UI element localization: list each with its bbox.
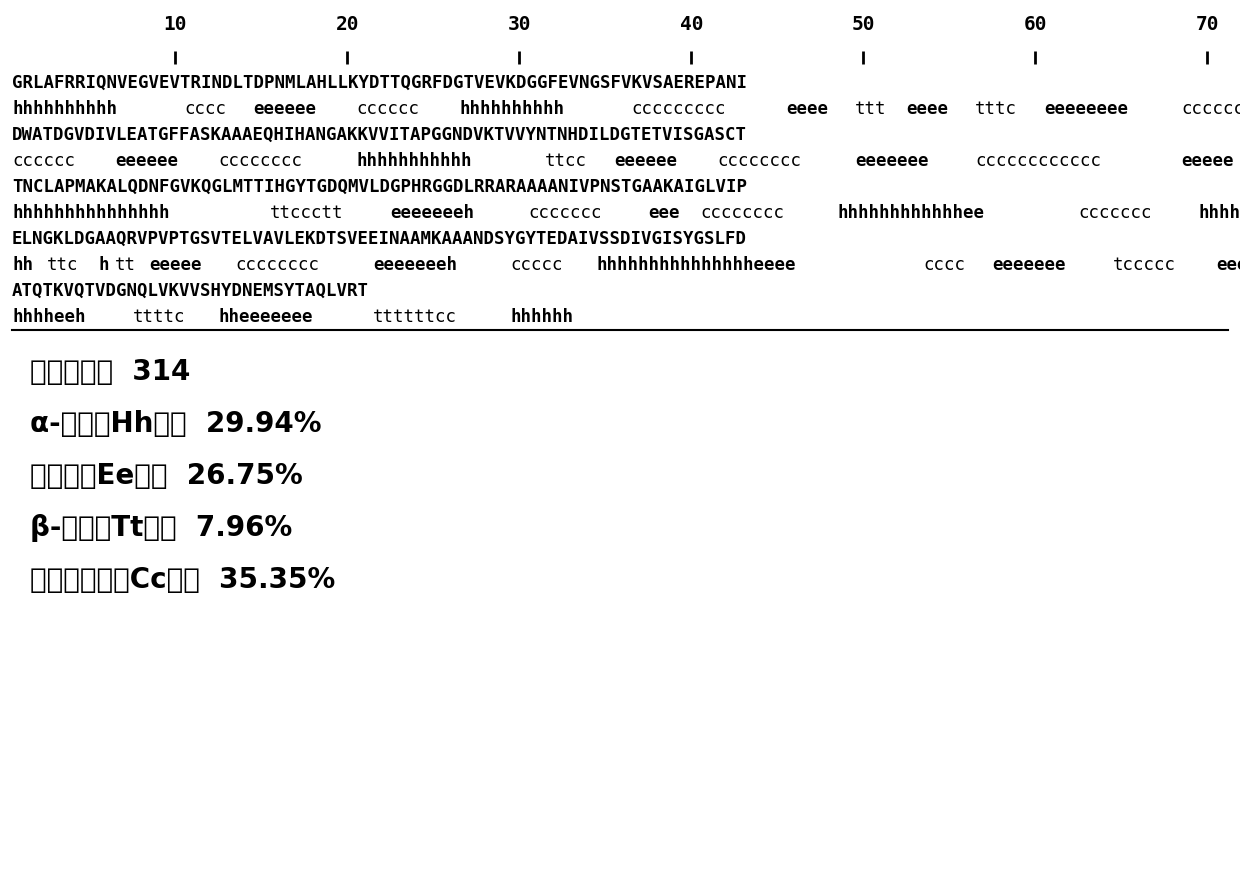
Text: cccccccc: cccccccc: [717, 152, 801, 170]
Text: tccccc: tccccc: [1112, 256, 1176, 274]
Text: eeeee: eeeee: [150, 256, 202, 274]
Text: 序列长度：  314: 序列长度： 314: [30, 358, 191, 386]
Text: 50: 50: [852, 15, 875, 34]
Text: 10: 10: [164, 15, 187, 34]
Text: 60: 60: [1024, 15, 1047, 34]
Text: hhhhhhhhhh: hhhhhhhhhh: [1199, 204, 1240, 222]
Text: eeeeee: eeeeee: [614, 152, 677, 170]
Text: hh: hh: [12, 256, 33, 274]
Text: cccccccc: cccccccc: [1182, 100, 1240, 118]
Text: cccc: cccc: [184, 100, 226, 118]
Text: 30: 30: [507, 15, 531, 34]
Text: eeeeeeee: eeeeeeee: [1044, 100, 1128, 118]
Text: 40: 40: [680, 15, 703, 34]
Text: 20: 20: [336, 15, 360, 34]
Text: eeee: eeee: [906, 100, 949, 118]
Text: ELNGKLDGAAQRVPVPTGSVTELVAVLEKDTSVEEINAAMKAAANDSYGYTEDAIVSSDIVGISYGSLFD: ELNGKLDGAAQRVPVPTGSVTELVAVLEKDTSVEEINAAM…: [12, 230, 746, 248]
Text: eeeeeee: eeeeeee: [992, 256, 1066, 274]
Text: 70: 70: [1195, 15, 1219, 34]
Text: tt: tt: [115, 256, 136, 274]
Text: eeeee: eeeee: [1182, 152, 1234, 170]
Text: ccccccc: ccccccc: [1079, 204, 1152, 222]
Text: hhhhhhhhhhh: hhhhhhhhhhh: [356, 152, 471, 170]
Text: hhhhhhhhhhhhee: hhhhhhhhhhhhee: [837, 204, 985, 222]
Text: cccccc: cccccc: [356, 100, 419, 118]
Text: DWATDGVDIVLEATGFFASKAAAEQHIHANGAKKVVITAPGGNDVKTVVYNTNHDILDGTETVISGASCT: DWATDGVDIVLEATGFFASKAAAEQHIHANGAKKVVITAP…: [12, 126, 746, 144]
Text: 延伸链（Ee）：  26.75%: 延伸链（Ee）： 26.75%: [30, 462, 303, 490]
Text: hhhhhhhhhh: hhhhhhhhhh: [12, 100, 117, 118]
Text: ATQTKVQTVDGNQLVKVVSHYDNEMSYTAQLVRT: ATQTKVQTVDGNQLVKVVSHYDNEMSYTAQLVRT: [12, 282, 370, 300]
Text: TNCLAPMAKALQDNFGVKQGLMTTIHGYTGDQMVLDGPHRGGDLRRARAAAANIVPNSTGAAKAIGLVIP: TNCLAPMAKALQDNFGVKQGLMTTIHGYTGDQMVLDGPHR…: [12, 178, 746, 196]
Text: ccccccc: ccccccc: [528, 204, 601, 222]
Text: ccccc: ccccc: [511, 256, 563, 274]
Text: eeeeeee: eeeeeee: [854, 152, 929, 170]
Text: ttcc: ttcc: [546, 152, 588, 170]
Text: hheeeeeee: hheeeeeee: [218, 308, 312, 326]
Text: hhhhhhhhhh: hhhhhhhhhh: [459, 100, 564, 118]
Text: eeeeee: eeeeee: [115, 152, 179, 170]
Text: eeeeeeeh: eeeeeeeh: [373, 256, 458, 274]
Text: β-折叠（Tt）：  7.96%: β-折叠（Tt）： 7.96%: [30, 514, 293, 542]
Text: eeeh: eeeh: [1216, 256, 1240, 274]
Text: eeee: eeee: [786, 100, 828, 118]
Text: eee: eee: [649, 204, 680, 222]
Text: tttc: tttc: [975, 100, 1017, 118]
Text: ccccccccc: ccccccccc: [631, 100, 725, 118]
Text: hhhhhh: hhhhhh: [511, 308, 574, 326]
Text: ttttc: ttttc: [133, 308, 185, 326]
Text: eeeeee: eeeeee: [253, 100, 316, 118]
Text: cccc: cccc: [924, 256, 966, 274]
Text: cccccc: cccccc: [12, 152, 74, 170]
Text: hhhhhhhhhhhhhhheeee: hhhhhhhhhhhhhhheeee: [596, 256, 796, 274]
Text: cccccccc: cccccccc: [236, 256, 320, 274]
Text: hhhheeh: hhhheeh: [12, 308, 86, 326]
Text: ttc: ttc: [46, 256, 78, 274]
Text: hhhhhhhhhhhhhhh: hhhhhhhhhhhhhhh: [12, 204, 170, 222]
Text: cccccccc: cccccccc: [701, 204, 784, 222]
Text: cccccccccccc: cccccccccccc: [975, 152, 1101, 170]
Text: ttttttcc: ttttttcc: [373, 308, 458, 326]
Text: cccccccc: cccccccc: [218, 152, 303, 170]
Text: GRLAFRRIQNVEGVEVTRINDLTDPNMLAHLLKYDTTQGRFDGTVEVKDGGFEVNGSFVKVSAEREPANI: GRLAFRRIQNVEGVEVTRINDLTDPNMLAHLLKYDTTQGR…: [12, 74, 746, 92]
Text: eeeeeeeh: eeeeeeeh: [391, 204, 475, 222]
Text: h: h: [98, 256, 109, 274]
Text: ttccctt: ttccctt: [270, 204, 343, 222]
Text: 无规则卷曲（Cc）：  35.35%: 无规则卷曲（Cc）： 35.35%: [30, 566, 335, 594]
Text: ttt: ttt: [854, 100, 887, 118]
Text: α-蜗旋（Hh）：  29.94%: α-蜗旋（Hh）： 29.94%: [30, 410, 321, 438]
